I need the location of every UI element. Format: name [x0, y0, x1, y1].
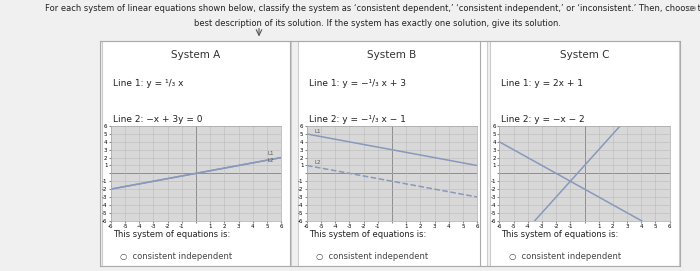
Text: L2: L2: [314, 160, 321, 165]
Text: ○  consistent independent: ○ consistent independent: [509, 252, 621, 261]
Text: ○  consistent independent: ○ consistent independent: [316, 252, 428, 261]
Text: L2: L2: [267, 158, 274, 163]
Text: This system of equations is:: This system of equations is:: [113, 230, 230, 238]
Text: Line 1: y = ¹/₃ x: Line 1: y = ¹/₃ x: [113, 79, 183, 88]
Text: This system of equations is:: This system of equations is:: [501, 230, 619, 238]
Text: Line 2: y = −¹/₃ x − 1: Line 2: y = −¹/₃ x − 1: [309, 115, 406, 124]
Text: System C: System C: [560, 50, 609, 60]
Text: Line 1: y = −¹/₃ x + 3: Line 1: y = −¹/₃ x + 3: [309, 79, 406, 88]
Text: This system of equations is:: This system of equations is:: [309, 230, 426, 238]
Text: Line 2: −x + 3y = 0: Line 2: −x + 3y = 0: [113, 115, 202, 124]
Text: Line 2: y = −x − 2: Line 2: y = −x − 2: [501, 115, 585, 124]
Text: best description of its solution. If the system has exactly one solution, give i: best description of its solution. If the…: [195, 19, 561, 28]
Text: L1: L1: [314, 129, 321, 134]
Text: oo: oo: [686, 4, 696, 13]
Text: Line 1: y = 2x + 1: Line 1: y = 2x + 1: [501, 79, 583, 88]
Text: For each system of linear equations shown below, classify the system as ‘consist: For each system of linear equations show…: [45, 4, 700, 13]
Text: L1: L1: [267, 151, 274, 156]
Text: System B: System B: [368, 50, 416, 60]
Text: ○  consistent independent: ○ consistent independent: [120, 252, 232, 261]
Text: System A: System A: [172, 50, 220, 60]
